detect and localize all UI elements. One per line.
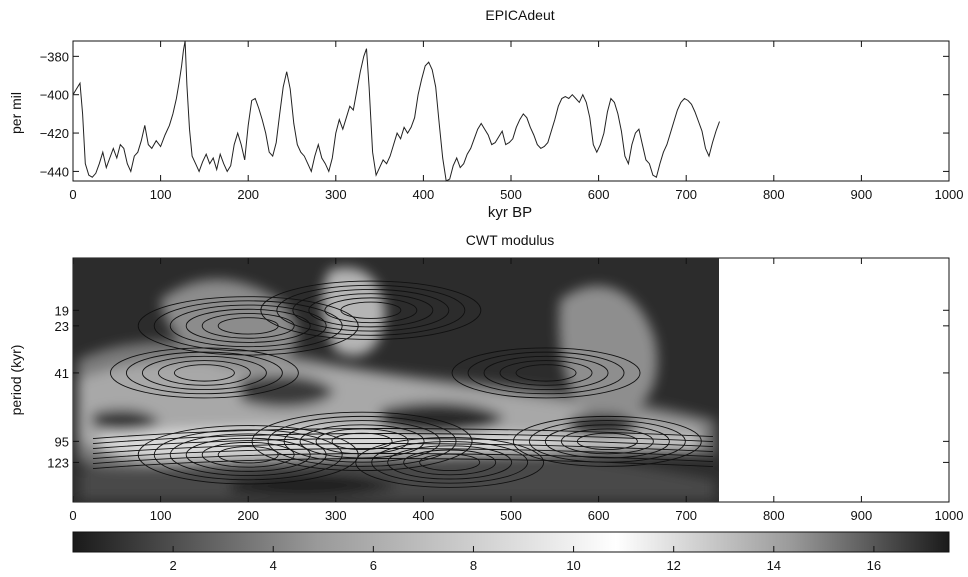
y-tick-label: −400 [40,88,69,103]
cwt-contour [515,364,577,382]
x-tick-label: 400 [413,187,435,202]
cwt-contour [371,441,529,484]
cwt-contour [185,437,311,472]
cwt-contour [125,351,283,395]
cwt-contour [324,297,418,324]
cwt-contour [92,453,714,464]
x-tick-label: 200 [237,187,259,202]
line-chart-panel: EPICAdeut −380 −400 −420 −440 0 100 200 300 400… [8,7,963,221]
cwt-contour [92,448,714,459]
x-tick-label: 1000 [935,187,964,202]
cwt-contour [137,296,359,356]
cwt-contour [276,284,466,336]
cwt-title: CWT modulus [466,232,554,248]
colorbar-tick-label: 6 [370,558,377,573]
cwt-contour [141,355,267,390]
cwt-x-ticks: 0 100 200 300 400 500 600 700 800 900 1000 [69,258,963,523]
cwt-contour [92,433,714,444]
cwt-contour [260,280,482,340]
colorbar-tick-label: 4 [270,558,277,573]
x-tick-label: 200 [237,508,259,523]
cwt-contour [92,438,714,449]
cwt-contour [109,347,299,399]
cwt-contour [451,347,641,399]
line-chart-y-label: per mil [8,92,24,134]
cwt-contour [157,360,251,386]
colorbar-tick-label: 12 [666,558,680,573]
y-tick-label: −380 [40,49,69,64]
period-tick-label: 19 [55,303,69,318]
x-tick-label: 800 [763,187,785,202]
line-chart-x-label: kyr BP [488,204,532,221]
cwt-contour [201,312,295,339]
x-tick-label: 0 [69,508,76,523]
x-tick-label: 500 [500,187,522,202]
period-tick-label: 23 [55,319,69,334]
deuterium-series-line [72,40,720,182]
x-tick-label: 300 [325,508,347,523]
cwt-contour [185,308,311,343]
x-tick-label: 300 [325,187,347,202]
x-tick-label: 900 [851,508,873,523]
cwt-contour [467,351,625,395]
period-tick-label: 95 [55,434,69,449]
cwt-modulus-field [73,258,719,502]
cwt-contour [355,436,545,488]
x-tick-label: 600 [588,508,610,523]
cwt-contour [403,449,497,476]
cwt-contour-lines [92,280,714,488]
colorbar: 2 4 6 8 10 12 14 16 [72,531,950,573]
x-tick-label: 0 [69,187,76,202]
line-chart-x-ticks: 0 100 200 300 400 500 600 700 800 900 1000 [69,41,963,202]
colorbar-gradient [72,531,950,553]
cwt-contour [292,289,450,332]
colorbar-tick-label: 14 [767,558,781,573]
cwt-y-label: period (kyr) [8,345,24,416]
cwt-contour [499,360,593,386]
colorbar-tick-label: 2 [169,558,176,573]
colorbar-tick-label: 16 [867,558,881,573]
y-tick-label: −440 [40,164,69,179]
colorbar-tick-label: 8 [470,558,477,573]
line-chart-plot-area [72,40,950,182]
cwt-contour [217,317,279,335]
x-tick-label: 100 [150,187,172,202]
cwt-contour [169,433,327,477]
period-tick-label: 41 [55,366,69,381]
colorbar-tick-label: 10 [566,558,580,573]
period-tick-label: 123 [47,455,69,470]
line-chart-title: EPICAdeut [485,7,554,23]
cwt-contour [387,445,513,480]
cwt-contour [544,424,670,459]
cwt-contour [137,425,359,485]
x-tick-label: 800 [763,508,785,523]
x-tick-label: 100 [150,508,172,523]
cwt-contour [483,355,609,390]
x-tick-label: 900 [851,187,873,202]
cwt-contour [308,293,434,328]
cwt-contour [92,443,714,454]
x-tick-label: 600 [588,187,610,202]
cwt-contour [169,304,327,348]
x-tick-label: 700 [675,187,697,202]
cwt-contour [173,364,235,382]
cwt-contour [92,428,714,439]
cwt-contour [92,458,714,469]
colorbar-ticks: 2 4 6 8 10 12 14 16 [169,546,881,573]
x-tick-label: 400 [413,508,435,523]
cwt-contour [251,411,473,472]
line-chart-y-ticks: −380 −400 −420 −440 [40,49,949,179]
y-tick-label: −420 [40,126,69,141]
x-tick-label: 1000 [935,508,964,523]
x-tick-label: 700 [675,508,697,523]
cwt-contour [299,424,425,459]
x-tick-label: 500 [500,508,522,523]
